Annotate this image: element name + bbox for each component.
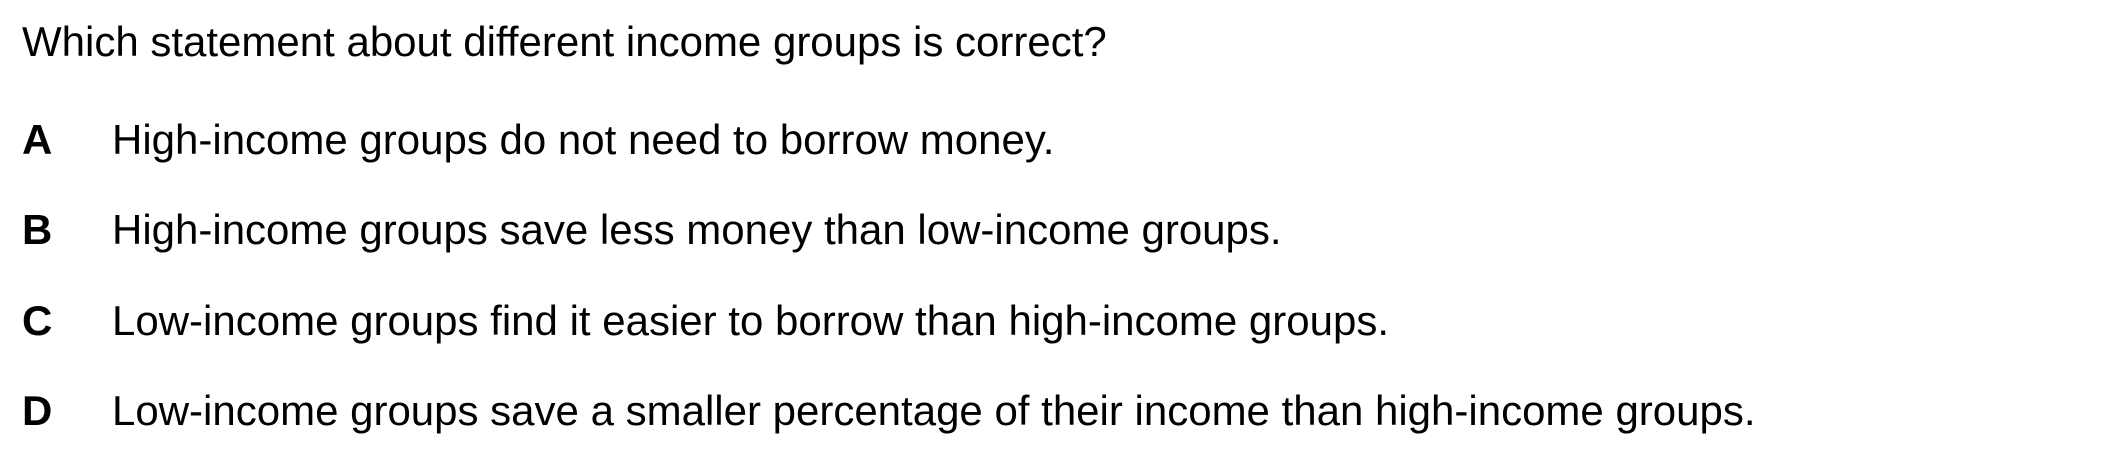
question-text: Which statement about different income g… (22, 18, 1107, 65)
option-letter: D (22, 387, 53, 434)
option-letter: C (22, 297, 53, 344)
option-text: High-income groups save less money than … (112, 206, 1282, 253)
option-letter: A (22, 116, 53, 163)
option-text: High-income groups do not need to borrow… (112, 116, 1055, 163)
option-letter: B (22, 206, 53, 253)
option-text: Low-income groups save a smaller percent… (112, 387, 1756, 434)
option-text: Low-income groups find it easier to borr… (112, 297, 1390, 344)
